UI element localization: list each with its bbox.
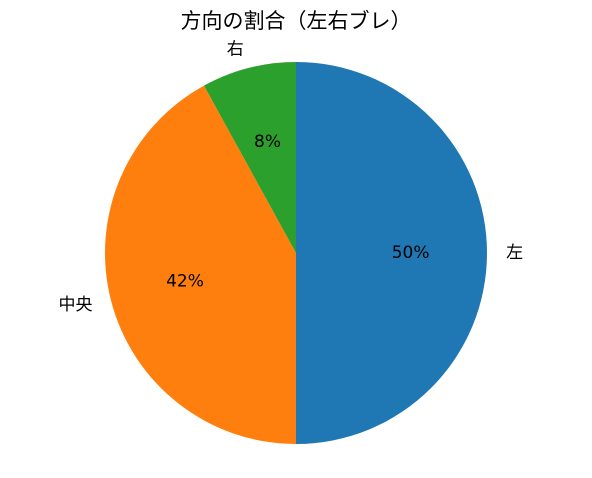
percent-label: 42% — [166, 271, 204, 291]
slice-label: 中央 — [59, 295, 93, 315]
pie-slice — [296, 62, 487, 444]
slice-label: 左 — [506, 243, 523, 263]
percent-label: 8% — [254, 132, 281, 152]
slice-label: 右 — [227, 40, 244, 60]
chart-title: 方向の割合（左右ブレ） — [181, 9, 412, 33]
pie-slice — [104, 85, 296, 444]
pie-slice — [203, 62, 296, 253]
percent-label: 50% — [392, 243, 430, 263]
